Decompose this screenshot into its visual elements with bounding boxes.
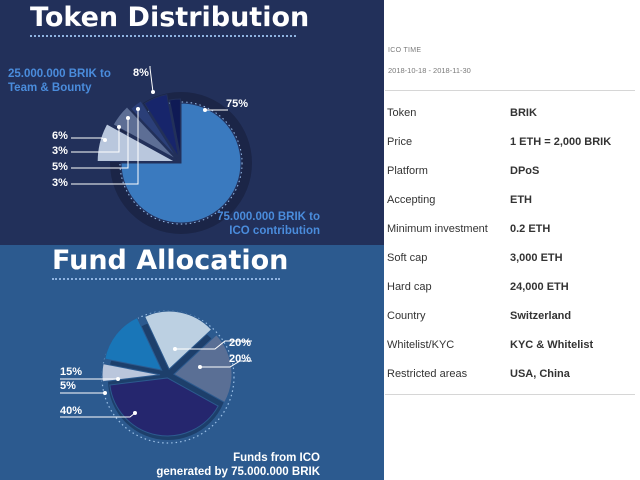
fund-label-20a: 20% [229,337,252,349]
info-value: Switzerland [510,310,572,322]
slice-label-75: 75% [226,98,249,110]
divider [385,90,635,91]
info-row-token: Token BRIK [385,100,635,129]
ico-time-title: ICO TIME [388,47,422,54]
token-distribution-panel: Token Distribution 25.000.000 BRIK to Te… [0,0,384,245]
info-value: USA, China [510,368,570,380]
ico-info-panel: ICO TIME 2018-10-18 - 2018-11-30 Token B… [385,0,640,480]
fund-label-20b: 20% [229,353,252,365]
info-row-whitelist-kyc: Whitelist/KYC KYC & Whitelist [385,332,635,361]
fund-allocation-pie [60,310,252,444]
info-key: Platform [387,165,428,177]
fund-slices-slice-4 [104,316,163,371]
ico-label-line2: ICO contribution [229,225,320,237]
info-value: BRIK [510,107,537,119]
info-row-country: Country Switzerland [385,303,635,332]
info-row-hard-cap: Hard cap 24,000 ETH [385,274,635,303]
info-value: 0.2 ETH [510,223,551,235]
info-key: Hard cap [387,281,432,293]
team-label-line1: 25.000.000 BRIK to [8,68,111,80]
token-slices-slice-4 [143,93,180,158]
token-pie-shadow-ring [110,92,252,234]
info-key: Minimum investment [387,223,488,235]
team-label-line2: Team & Bounty [8,82,92,94]
funds-caption: Funds from ICO generated by 75.000.000 B… [156,451,320,479]
info-row-accepting: Accepting ETH [385,187,635,216]
fund-label-5: 5% [60,380,76,392]
info-key: Accepting [387,194,436,206]
ico-dates: 2018-10-18 - 2018-11-30 [388,66,471,75]
fund-slices-slice-2 [109,377,219,437]
info-value: 1 ETH = 2,000 BRIK [510,136,612,148]
fund-slices-slice-3 [101,363,161,383]
info-value: KYC & Whitelist [510,339,594,351]
slice-label-3b: 3% [52,177,68,189]
slice-label-6: 6% [52,130,68,142]
slice-label-5: 5% [52,161,68,173]
leader-line-8 [149,66,154,93]
info-row-soft-cap: Soft cap 3,000 ETH [385,245,635,274]
title-underline-2 [52,278,280,280]
token-pie-dotted-ring [119,101,243,225]
leader-line-5 [71,118,129,169]
fund-allocation-panel: Fund Allocation 20% 20% 15% 5% 40% Funds… [0,245,384,480]
info-key: Soft cap [387,252,428,264]
info-value: 24,000 ETH [510,281,569,293]
funds-caption-line1: Funds from ICO [233,452,320,464]
token-distribution-pie [71,66,252,234]
fund-allocation-title: Fund Allocation [52,245,289,276]
ico-contribution-label: 75.000.000 BRIK to ICO contribution [217,210,320,238]
info-value: 3,000 ETH [510,252,563,264]
token-slices-slice-3 [130,100,178,159]
fund-leader-20b [200,360,252,368]
fund-slices-slice-0 [143,310,213,370]
info-row-platform: Platform DPoS [385,158,635,187]
fund-slices-slice-1 [173,334,233,404]
fund-leader-40 [60,412,136,418]
info-key: Price [387,136,413,148]
slice-label-8: 8% [133,67,149,79]
leader-line-3b [71,109,139,185]
token-slices-slice-5 [168,98,181,158]
funds-caption-line2: generated by 75.000.000 BRIK [156,466,320,478]
ico-label-line1: 75.000.000 BRIK to [217,211,320,223]
info-key: Restricted areas [387,368,468,380]
token-distribution-title: Token Distribution [30,2,310,33]
token-slices-slice-2 [112,106,177,160]
fund-label-15: 15% [60,366,83,378]
leader-line-3a [71,127,120,153]
divider-bottom [385,394,635,395]
info-row-price: Price 1 ETH = 2,000 BRIK [385,129,635,158]
team-bounty-label: 25.000.000 BRIK to Team & Bounty [8,67,111,95]
info-key: Token [387,107,417,119]
info-row-restricted-areas: Restricted areas USA, China [385,361,635,390]
info-value: DPoS [510,165,540,177]
info-key: Whitelist/KYC [387,339,455,351]
fund-leader-20a [175,340,252,350]
fund-label-40: 40% [60,405,83,417]
info-value: ETH [510,194,532,206]
title-underline [30,35,296,37]
token-slices-slice-0 [120,102,242,224]
info-key: Country [387,310,426,322]
info-row-minimum-investment: Minimum investment 0.2 ETH [385,216,635,245]
slice-label-3a: 3% [52,145,68,157]
